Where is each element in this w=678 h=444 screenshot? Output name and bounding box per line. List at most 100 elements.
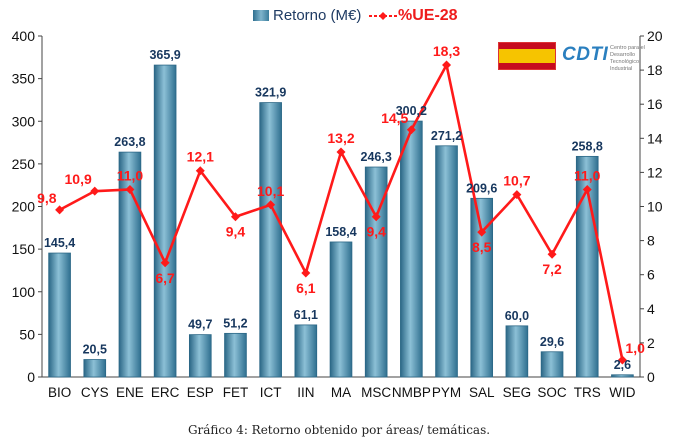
bar bbox=[470, 197, 494, 378]
ue28-point bbox=[617, 355, 627, 365]
line-value-label: 9,4 bbox=[226, 224, 246, 240]
x-tick-label: IIN bbox=[297, 385, 314, 400]
ue28-point bbox=[371, 212, 381, 222]
y-tick-label-left: 350 bbox=[12, 71, 36, 87]
y-tick-label-left: 400 bbox=[12, 28, 36, 44]
bar-value-label: 60,0 bbox=[505, 309, 529, 323]
y-tick-label-left: 0 bbox=[27, 369, 35, 385]
ue28-point bbox=[442, 60, 452, 70]
ue28-point bbox=[547, 249, 557, 259]
legend-item-retorno: Retorno (M€) bbox=[253, 7, 361, 24]
x-tick-label: TRS bbox=[574, 385, 601, 400]
legend-label-ue28: %UE-28 bbox=[398, 7, 458, 24]
bar-value-label: 145,4 bbox=[44, 236, 75, 250]
y-tick-label-right: 8 bbox=[647, 233, 655, 249]
line-value-label: 10,9 bbox=[65, 171, 92, 187]
bar-value-label: 321,9 bbox=[255, 86, 286, 100]
y-tick-label-left: 300 bbox=[12, 113, 36, 129]
x-tick-label: ENE bbox=[116, 385, 144, 400]
bar bbox=[505, 325, 529, 378]
x-tick-label: SAL bbox=[469, 385, 495, 400]
bar-value-label: 209,6 bbox=[466, 181, 497, 195]
line-value-label: 10,7 bbox=[503, 173, 530, 189]
bar bbox=[611, 374, 634, 378]
x-tick-label: ICT bbox=[260, 385, 282, 400]
bar-value-label: 20,5 bbox=[83, 343, 107, 357]
bar bbox=[540, 351, 564, 378]
bar bbox=[83, 359, 107, 378]
line-value-label: 11,0 bbox=[117, 167, 144, 183]
ue28-point bbox=[90, 186, 100, 196]
x-tick-label: CYS bbox=[81, 385, 109, 400]
bar-value-label: 300,2 bbox=[396, 104, 427, 118]
ue28-point bbox=[125, 184, 135, 194]
bar bbox=[435, 145, 458, 378]
line-value-label: 10,1 bbox=[257, 183, 284, 199]
x-tick-label: SOC bbox=[537, 385, 567, 400]
bar bbox=[294, 324, 318, 378]
bar-value-label: 271,2 bbox=[431, 129, 462, 143]
y-tick-label-right: 14 bbox=[647, 130, 663, 146]
x-tick-label: ESP bbox=[187, 385, 214, 400]
x-tick-label: SEG bbox=[503, 385, 532, 400]
ue28-point bbox=[477, 227, 487, 237]
x-tick-label: PYM bbox=[432, 385, 461, 400]
x-tick-label: FET bbox=[223, 385, 249, 400]
bar-value-label: 51,2 bbox=[223, 316, 247, 330]
bar-value-label: 246,3 bbox=[361, 150, 392, 164]
legend: Retorno (M€) %UE-28 bbox=[0, 5, 678, 27]
y-tick-label-right: 16 bbox=[647, 96, 663, 112]
line-value-label: 1,0 bbox=[625, 340, 645, 356]
bar-value-label: 365,9 bbox=[149, 48, 180, 62]
ue28-point bbox=[195, 166, 205, 176]
line-value-label: 8,5 bbox=[472, 239, 492, 255]
y-tick-label-left: 50 bbox=[19, 326, 35, 342]
y-tick-label-right: 12 bbox=[647, 164, 663, 180]
line-value-label: 6,7 bbox=[155, 270, 175, 286]
y-tick-label-right: 20 bbox=[647, 28, 663, 44]
legend-bar-swatch bbox=[253, 10, 269, 21]
x-tick-label: BIO bbox=[48, 385, 71, 400]
ue28-point bbox=[406, 125, 416, 135]
y-tick-label-left: 100 bbox=[12, 284, 36, 300]
ue28-point bbox=[336, 147, 346, 157]
bar-value-label: 49,7 bbox=[188, 318, 212, 332]
y-tick-label-right: 10 bbox=[647, 199, 663, 215]
y-tick-label-right: 6 bbox=[647, 267, 655, 283]
plot-area: 0 50 100 150 200 250 300 350 400 0 2 4 6 8 10 12 14 16 18 2… bbox=[12, 28, 663, 400]
legend-line-swatch bbox=[369, 12, 397, 20]
bar-value-label: 2,6 bbox=[614, 358, 631, 372]
bar bbox=[224, 332, 247, 378]
line-value-label: 9,8 bbox=[37, 190, 57, 206]
ue28-point bbox=[582, 184, 592, 194]
ue28-point bbox=[512, 190, 522, 200]
ue28-point bbox=[160, 258, 170, 268]
x-tick-label: NMBP bbox=[392, 385, 431, 400]
bar bbox=[364, 166, 388, 378]
bar bbox=[118, 151, 142, 378]
x-tick-label: MA bbox=[331, 385, 351, 400]
line-value-label: 9,4 bbox=[366, 224, 386, 240]
line-value-label: 14,5 bbox=[381, 110, 408, 126]
x-tick-label: MSC bbox=[361, 385, 391, 400]
spain-government-logo bbox=[498, 42, 556, 70]
line-value-label: 12,1 bbox=[187, 149, 214, 165]
bar-value-label: 258,8 bbox=[572, 139, 603, 153]
y-tick-label-left: 200 bbox=[12, 199, 36, 215]
ue28-point bbox=[301, 268, 311, 278]
bar-value-label: 158,4 bbox=[325, 225, 356, 239]
y-tick-label-right: 0 bbox=[647, 369, 655, 385]
ue28-point bbox=[266, 200, 276, 210]
bar bbox=[259, 102, 282, 378]
bar bbox=[153, 64, 177, 378]
figure-caption: Gráfico 4: Retorno obtenido por áreas/ t… bbox=[187, 423, 491, 437]
bar-value-label: 61,1 bbox=[294, 308, 318, 322]
cdti-logo-subtitle: Centro para el Desarrollo Tecnológico In… bbox=[610, 45, 645, 72]
line-value-label: 18,3 bbox=[433, 43, 460, 59]
y-tick-label-right: 18 bbox=[647, 62, 663, 78]
line-value-label: 6,1 bbox=[296, 280, 316, 296]
bar bbox=[329, 241, 353, 378]
y-tick-label-right: 2 bbox=[647, 335, 655, 351]
bar-value-label: 29,6 bbox=[540, 335, 564, 349]
line-value-label: 11,0 bbox=[574, 167, 601, 183]
